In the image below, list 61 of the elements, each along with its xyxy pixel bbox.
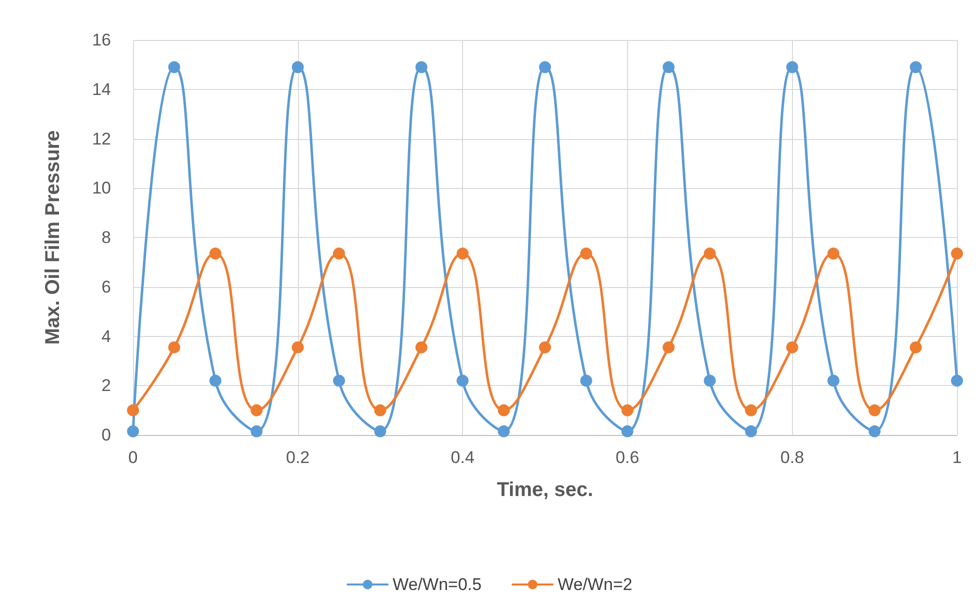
point: [786, 341, 798, 354]
point: [745, 404, 757, 416]
y-tick-label: 12: [92, 129, 111, 148]
point: [374, 425, 386, 438]
y-tick-label: 2: [102, 376, 111, 396]
point: [456, 248, 469, 260]
point: [374, 404, 386, 416]
y-axis-title: Max. Oil Film Pressure: [42, 130, 64, 345]
y-tick-label: 0: [102, 426, 111, 444]
x-tick-label: 0.2: [286, 448, 310, 467]
point: [127, 425, 139, 438]
point: [539, 61, 551, 74]
point: [704, 374, 716, 387]
legend-label: We/Wn=2: [558, 575, 632, 594]
point: [250, 404, 263, 416]
point: [498, 425, 510, 438]
point: [250, 425, 263, 438]
x-axis-title: Time, sec.: [496, 479, 594, 501]
y-tick-label: 14: [92, 80, 111, 99]
legend-label: We/Wn=0.5: [392, 575, 482, 594]
point: [868, 425, 881, 438]
point: [827, 374, 840, 387]
point: [951, 374, 963, 387]
point: [456, 374, 469, 387]
point: [539, 341, 551, 354]
point: [292, 341, 304, 354]
point: [621, 425, 634, 438]
point: [333, 248, 345, 260]
point: [292, 61, 304, 74]
point: [621, 404, 634, 416]
y-tick-label: 8: [102, 228, 111, 247]
point: [868, 404, 881, 416]
point: [580, 248, 592, 260]
point: [209, 248, 222, 260]
x-tick-label: 0: [128, 448, 138, 467]
x-tick-label: 0.6: [616, 448, 640, 467]
x-tick-label: 0.8: [780, 448, 804, 467]
y-tick-label: 6: [102, 277, 111, 296]
point: [786, 61, 798, 74]
point: [333, 374, 345, 387]
point: [827, 248, 840, 260]
point: [209, 374, 222, 387]
point: [498, 404, 510, 416]
point: [127, 404, 139, 416]
x-tick-label: 0.4: [450, 448, 474, 467]
point: [415, 61, 428, 74]
x-tick-label: 1: [952, 448, 962, 467]
point: [704, 248, 716, 260]
point: [662, 61, 675, 74]
y-tick-label: 4: [102, 326, 111, 346]
y-tick-label: 10: [92, 178, 111, 198]
point: [415, 341, 428, 354]
point: [580, 374, 592, 387]
point: [168, 61, 180, 74]
point: [662, 341, 675, 354]
point: [951, 248, 963, 260]
point: [910, 61, 922, 74]
point: [910, 341, 922, 354]
point: [168, 341, 180, 354]
y-tick-label: 16: [92, 30, 111, 50]
point: [745, 425, 757, 438]
